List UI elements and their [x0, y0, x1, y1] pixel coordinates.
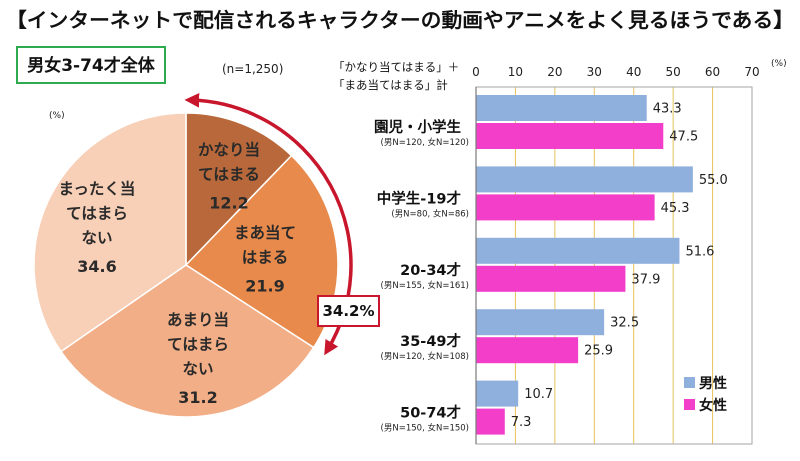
bar-value-label: 25.9 — [584, 344, 613, 359]
bar-series0-cat0 — [476, 95, 647, 121]
sample-size-label: (n=1,250) — [222, 62, 283, 76]
x-tick-label: 20 — [547, 65, 562, 79]
combined-share-value: 34.2% — [322, 302, 374, 320]
pie-label-line: てはまら — [167, 336, 229, 354]
page-title: 【インターネットで配信されるキャラクターの動画やアニメをよく見るほうである】 — [6, 8, 794, 32]
pie-label-line: てはまら — [66, 205, 128, 223]
legend-label-series-0: 男性 — [699, 375, 727, 392]
pie-label-line: はまる — [242, 249, 289, 267]
bar-series0-cat4 — [476, 380, 519, 407]
bar-value-label: 43.3 — [653, 102, 682, 117]
bar-chart: 0 10 20 30 40 50 60 70 園児・小学生(男N=120, 女N=120) 43.… — [374, 65, 760, 445]
pie-panel: 男女3-74才全体 (n=1,250) (%) かなり当てはまる 12.2 まあ当て… — [16, 46, 380, 418]
category-sample-note: (男N=155, 女N=161) — [381, 280, 469, 291]
combined-share-box — [317, 295, 380, 327]
pie-unit-label: (%) — [49, 111, 65, 121]
legend-swatch-series-1 — [684, 399, 695, 410]
bar-series1-cat1 — [476, 194, 655, 221]
pie-slice-value: 31.2 — [178, 388, 217, 407]
pie-slice-value: 34.6 — [77, 257, 116, 276]
x-tick-label: 0 — [472, 65, 480, 79]
bar-series1-cat2 — [476, 265, 626, 292]
x-tick-label: 40 — [626, 65, 641, 79]
bar-header-line-1: 「かなり当てはまる」＋ — [333, 60, 459, 74]
bar-value-label: 47.5 — [669, 130, 698, 145]
category-label: 20-34才 — [400, 261, 461, 279]
pie-label-line: あまり当 — [167, 310, 229, 329]
bar-series0-cat2 — [476, 237, 680, 264]
category-label: 35-49才 — [400, 332, 461, 350]
category-sample-note: (男N=120, 女N=108) — [381, 351, 469, 362]
bar-value-label: 37.9 — [631, 272, 660, 287]
bar-series0-cat3 — [476, 309, 605, 336]
x-tick-label: 10 — [508, 65, 523, 79]
bar-series1-cat4 — [476, 408, 505, 435]
pie-label-line: まったく当 — [59, 179, 136, 198]
bar-value-label: 32.5 — [610, 316, 639, 331]
pie-title-frame — [16, 46, 166, 84]
x-tick-label: 30 — [587, 65, 602, 79]
category-sample-note: (男N=80, 女N=86) — [391, 208, 469, 219]
pie-slice-value: 21.9 — [245, 277, 284, 296]
bar-value-label: 55.0 — [699, 173, 728, 188]
category-sample-note: (男N=120, 女N=120) — [381, 137, 469, 148]
bar-value-label: 45.3 — [661, 201, 690, 216]
category-label: 園児・小学生 — [374, 118, 461, 136]
bar-series1-cat3 — [476, 337, 579, 364]
bar-header-line-2: 「まあ当てはまる」計 — [333, 78, 448, 92]
legend-swatch-series-0 — [684, 377, 695, 388]
category-label: 50-74才 — [400, 404, 461, 422]
pie-slice-3 — [33, 112, 187, 353]
category-sample-note: (男N=150, 女N=150) — [381, 423, 469, 434]
x-tick-label: 70 — [744, 65, 759, 79]
bar-value-label: 7.3 — [511, 415, 532, 430]
pie-slice-3-label: まったく当てはまらない 34.6 — [59, 179, 136, 276]
category-label: 中学生-19才 — [377, 189, 461, 207]
pie-label-line: かなり当 — [198, 140, 260, 159]
legend: 男性 女性 — [684, 375, 727, 414]
pie-label-line: ない — [81, 229, 112, 247]
pie-label-line: てはまる — [198, 166, 260, 184]
x-tick-label: 60 — [705, 65, 720, 79]
combined-share-callout: 34.2% — [184, 92, 380, 356]
bar-value-label: 10.7 — [524, 387, 553, 402]
bar-value-label: 51.6 — [685, 244, 714, 259]
bar-panel: 「かなり当てはまる」＋ 「まあ当てはまる」計 (%) 0 10 20 30 40 50 60… — [333, 59, 787, 445]
x-tick-label: 50 — [666, 65, 681, 79]
pie-label-line: まあ当て — [234, 223, 296, 242]
bar-series0-cat1 — [476, 166, 693, 193]
pie-slice-value: 12.2 — [209, 194, 248, 213]
legend-label-series-1: 女性 — [699, 397, 727, 414]
bar-series1-cat0 — [476, 123, 664, 149]
pie-label-line: ない — [182, 360, 213, 378]
bar-unit-label: (%) — [771, 59, 787, 69]
pie-title: 男女3-74才全体 — [27, 55, 156, 76]
